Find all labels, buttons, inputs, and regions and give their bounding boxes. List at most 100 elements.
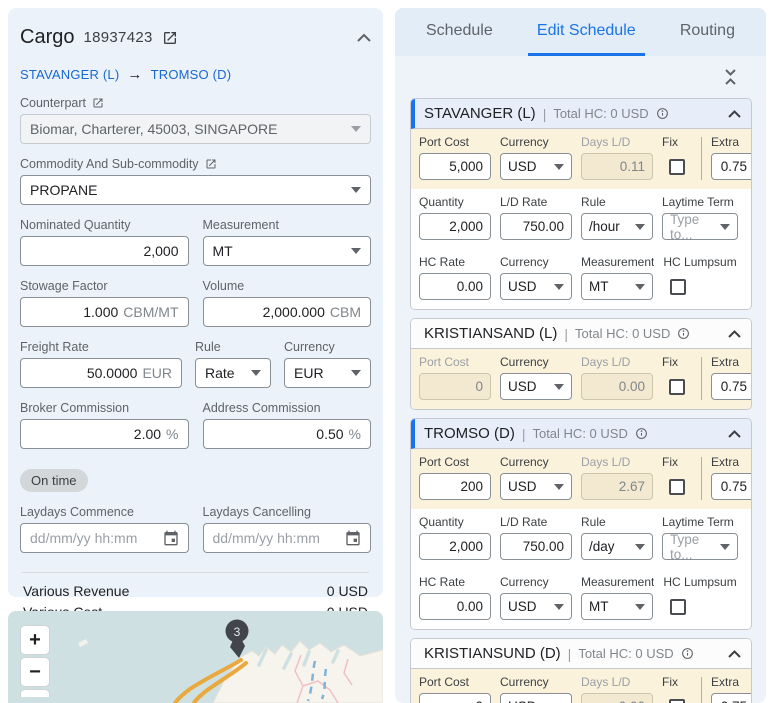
- port-cost-input[interactable]: [419, 693, 491, 703]
- open-commodity-icon[interactable]: [205, 158, 217, 170]
- hc-rate-field: HC Rate: [419, 255, 491, 300]
- laydays-cancelling-input[interactable]: dd/mm/yy hh:mm: [202, 523, 371, 553]
- extra-input[interactable]: [719, 479, 747, 494]
- info-icon[interactable]: [635, 427, 648, 440]
- extra-input[interactable]: [711, 693, 751, 703]
- address-commission-input[interactable]: 0.50 %: [202, 419, 371, 449]
- commodity-select[interactable]: PROPANE: [20, 175, 371, 205]
- port-cost-input[interactable]: [419, 473, 491, 500]
- calendar-icon[interactable]: [345, 530, 361, 546]
- ld-rate-input[interactable]: [508, 219, 564, 234]
- hc-rate-input[interactable]: [419, 593, 491, 620]
- hc-currency-label: Currency: [500, 575, 549, 589]
- fix-checkbox[interactable]: [669, 698, 685, 703]
- measurement-select[interactable]: MT: [581, 273, 653, 300]
- chevron-down-icon: [720, 223, 730, 230]
- currency-select[interactable]: USD: [500, 693, 572, 703]
- fix-field: Fix: [662, 135, 692, 180]
- extra-input[interactable]: [719, 379, 747, 394]
- tab-edit-schedule[interactable]: Edit Schedule: [527, 8, 645, 56]
- currency-select[interactable]: USD: [500, 373, 572, 400]
- port-cost-field: Port Cost: [419, 355, 491, 400]
- nominated-quantity-input[interactable]: [30, 243, 179, 259]
- rule-value: /hour: [589, 219, 620, 234]
- collapse-section-icon[interactable]: [728, 109, 741, 118]
- port-cost-input[interactable]: [419, 153, 491, 180]
- rule-select[interactable]: Rate: [195, 358, 271, 388]
- open-cargo-icon[interactable]: [162, 30, 178, 46]
- quantity-input[interactable]: [427, 539, 483, 554]
- ld-rate-input[interactable]: [500, 213, 572, 240]
- port-section-header[interactable]: KRISTIANSAND (L) | Total HC: 0 USD: [411, 319, 751, 349]
- map-zoom-out-button[interactable]: −: [20, 657, 50, 687]
- measurement-select[interactable]: MT: [581, 593, 653, 620]
- port-cost-input[interactable]: [427, 699, 483, 703]
- collapse-section-icon[interactable]: [728, 649, 741, 658]
- hc-currency-select[interactable]: USD: [500, 593, 572, 620]
- hc-rate-input[interactable]: [427, 279, 483, 294]
- currency-select[interactable]: EUR: [284, 358, 371, 388]
- hc-rate-field: HC Rate: [419, 575, 491, 620]
- port-cost-input: [419, 373, 491, 400]
- hc-currency-select[interactable]: USD: [500, 273, 572, 300]
- extra-input[interactable]: [711, 153, 751, 180]
- days-ld-input: [581, 373, 653, 400]
- currency-select[interactable]: USD: [500, 473, 572, 500]
- collapse-cargo-panel-icon[interactable]: [357, 33, 371, 42]
- currency-select[interactable]: USD: [500, 153, 572, 180]
- info-icon[interactable]: [656, 107, 669, 120]
- port-name: TROMSO (D): [424, 425, 515, 442]
- fix-checkbox[interactable]: [669, 378, 685, 395]
- collapse-section-icon[interactable]: [728, 429, 741, 438]
- rule-select[interactable]: /day: [581, 533, 653, 560]
- ld-rate-input[interactable]: [500, 533, 572, 560]
- quantity-input[interactable]: [419, 533, 491, 560]
- laytime-term-select[interactable]: Type to...: [662, 212, 738, 242]
- port-cost-input[interactable]: [427, 479, 483, 494]
- extra-input[interactable]: [711, 373, 751, 400]
- ld-rate-field: L/D Rate: [500, 195, 572, 240]
- port-section-header[interactable]: KRISTIANSUND (D) | Total HC: 0 USD: [411, 639, 751, 669]
- hc-rate-input[interactable]: [427, 599, 483, 614]
- rule-select[interactable]: /hour: [581, 213, 653, 240]
- port-cost-input[interactable]: [427, 159, 483, 174]
- port-section-header[interactable]: STAVANGER (L) | Total HC: 0 USD: [411, 99, 751, 129]
- extra-input[interactable]: [719, 159, 747, 174]
- collapse-all-icon[interactable]: [723, 68, 738, 86]
- info-icon[interactable]: [681, 647, 694, 660]
- divider: [701, 677, 702, 703]
- calendar-icon[interactable]: [163, 530, 179, 546]
- fix-checkbox[interactable]: [669, 158, 685, 175]
- map-fjords: [257, 648, 340, 670]
- extra-input[interactable]: [719, 699, 747, 703]
- collapse-section-icon[interactable]: [728, 329, 741, 338]
- freight-rate-input[interactable]: 50.0000 EUR: [20, 358, 182, 388]
- port-section-header[interactable]: TROMSO (D) | Total HC: 0 USD: [411, 419, 751, 449]
- laydays-commence-input[interactable]: dd/mm/yy hh:mm: [20, 523, 189, 553]
- volume-input[interactable]: 2,000.000 CBM: [202, 297, 371, 327]
- tab-routing[interactable]: Routing: [679, 21, 735, 39]
- broker-commission-input[interactable]: 2.00 %: [20, 419, 189, 449]
- measurement-select[interactable]: MT: [202, 236, 371, 266]
- route-map[interactable]: 3 + −: [8, 611, 383, 703]
- fix-label: Fix: [662, 455, 678, 469]
- fix-checkbox[interactable]: [669, 478, 685, 495]
- extra-input[interactable]: [711, 473, 751, 500]
- hc-lumpsum-checkbox[interactable]: [670, 598, 687, 615]
- map-zoom-in-button[interactable]: +: [20, 625, 50, 655]
- hc-lumpsum-checkbox[interactable]: [670, 278, 687, 295]
- tab-schedule[interactable]: Schedule: [426, 21, 493, 39]
- laytime-term-field: Laytime Term Type to...: [662, 515, 738, 562]
- hc-rate-input[interactable]: [419, 273, 491, 300]
- measurement-label: Measurement: [581, 255, 655, 269]
- ld-rate-input[interactable]: [508, 539, 564, 554]
- quantity-input[interactable]: [427, 219, 483, 234]
- map-marker[interactable]: 3: [225, 619, 249, 659]
- info-icon[interactable]: [677, 327, 690, 340]
- laytime-term-select[interactable]: Type to...: [662, 532, 738, 562]
- map-extra-button[interactable]: [20, 689, 50, 697]
- fix-checkbox-wrap: [662, 153, 692, 180]
- quantity-input[interactable]: [419, 213, 491, 240]
- open-counterpart-icon[interactable]: [92, 97, 104, 109]
- stowage-factor-input[interactable]: 1.000 CBM/MT: [20, 297, 189, 327]
